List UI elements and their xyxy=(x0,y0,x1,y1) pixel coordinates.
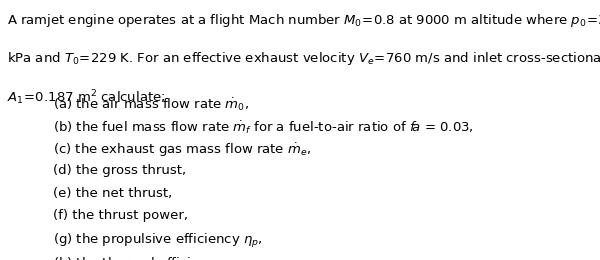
Text: (e) the net thrust,: (e) the net thrust, xyxy=(53,187,172,200)
Text: (g) the propulsive efficiency $\eta_p$,: (g) the propulsive efficiency $\eta_p$, xyxy=(53,232,262,250)
Text: (a) the air mass flow rate $\dot{m}_0$,: (a) the air mass flow rate $\dot{m}_0$, xyxy=(53,96,249,113)
Text: (b) the fuel mass flow rate $\dot{m}_f$ for a fuel-to-air ratio of $f\!a$ = 0.03: (b) the fuel mass flow rate $\dot{m}_f$ … xyxy=(53,119,473,135)
Text: (f) the thrust power,: (f) the thrust power, xyxy=(53,209,188,222)
Text: kPa and $T_0\!=\!229$ K. For an effective exhaust velocity $V_e\!=\!760$ m/s and: kPa and $T_0\!=\!229$ K. For an effectiv… xyxy=(7,50,600,67)
Text: (c) the exhaust gas mass flow rate $\dot{m}_e$,: (c) the exhaust gas mass flow rate $\dot… xyxy=(53,141,311,159)
Text: $A_1\!=\!0.187$ m$^2$ calculate;: $A_1\!=\!0.187$ m$^2$ calculate; xyxy=(7,89,166,107)
Text: (d) the gross thrust,: (d) the gross thrust, xyxy=(53,164,186,177)
Text: (h) the thermal efficiency $\eta_{th}$,: (h) the thermal efficiency $\eta_{th}$, xyxy=(53,255,249,260)
Text: A ramjet engine operates at a flight Mach number $M_0\!=\!0.8$ at 9000 m altitud: A ramjet engine operates at a flight Mac… xyxy=(7,12,600,29)
